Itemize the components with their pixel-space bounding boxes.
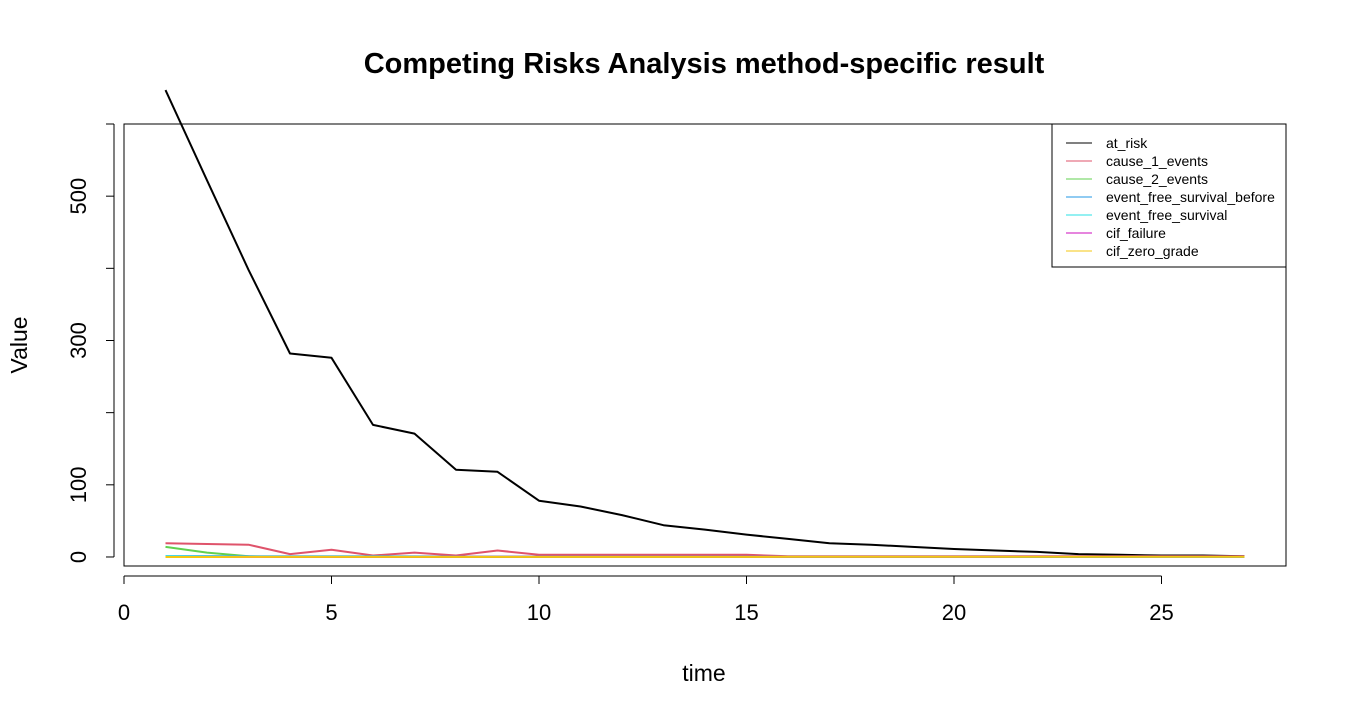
x-tick-label: 10 bbox=[527, 600, 551, 625]
plot-frame bbox=[123, 123, 1287, 567]
x-tick-label: 5 bbox=[325, 600, 337, 625]
y-tick-label: 300 bbox=[66, 322, 91, 359]
legend-box bbox=[1051, 123, 1287, 268]
y-tick-label: 500 bbox=[66, 178, 91, 215]
y-tick-label: 0 bbox=[66, 551, 91, 563]
legend-label-cif-failure: cif_failure bbox=[1106, 225, 1166, 241]
legend-label-cause-2-events: cause_2_events bbox=[1106, 171, 1208, 187]
series-line-at-risk bbox=[164, 89, 1245, 558]
x-axis-label: time bbox=[682, 660, 725, 686]
legend-label-event-free-survival: event_free_survival bbox=[1106, 207, 1227, 223]
x-tick-label: 0 bbox=[118, 600, 130, 625]
x-tick-label: 25 bbox=[1149, 600, 1173, 625]
legend-label-cif-zero-grade: cif_zero_grade bbox=[1106, 243, 1199, 259]
x-tick-label: 20 bbox=[942, 600, 966, 625]
chart-title: Competing Risks Analysis method-specific… bbox=[364, 48, 1045, 80]
y-axis: 0 100 300 500 bbox=[66, 123, 115, 563]
legend-label-event-free-survival-before: event_free_survival_before bbox=[1106, 189, 1275, 205]
legend-label-cause-1-events: cause_1_events bbox=[1106, 153, 1208, 169]
legend-label-at-risk: at_risk bbox=[1106, 135, 1148, 151]
y-axis-label: Value bbox=[6, 316, 32, 373]
legend: at_risk cause_1_events cause_2_eventsevent… bbox=[1051, 123, 1287, 268]
y-tick-label: 100 bbox=[66, 466, 91, 503]
x-tick-label: 15 bbox=[734, 600, 758, 625]
series-layer bbox=[164, 89, 1245, 558]
x-axis: 0 5 10 15 20 25 bbox=[118, 575, 1174, 625]
